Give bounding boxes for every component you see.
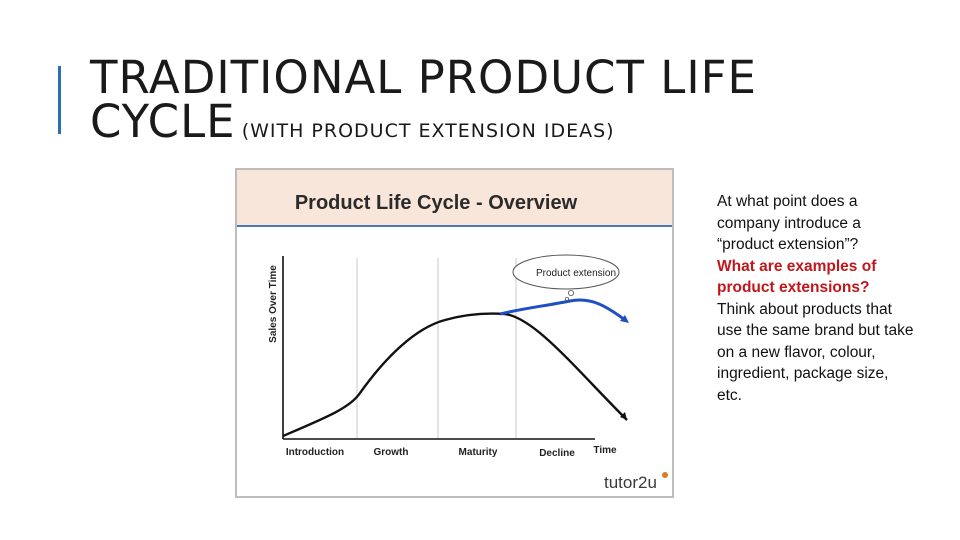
callout-bubble xyxy=(512,254,620,290)
title-line-2: CYCLE xyxy=(90,95,236,148)
product-life-cycle-diagram: Product Life Cycle - Overview Sales Over… xyxy=(235,168,674,498)
callout-dot-2 xyxy=(564,296,569,301)
x-axis-end-label: Time xyxy=(593,445,617,456)
callout-label: Product extension xyxy=(536,268,616,279)
title-subtitle: (WITH PRODUCT EXTENSION IDEAS) xyxy=(241,120,615,142)
y-axis-label: Sales Over Time xyxy=(268,265,279,343)
brand-logo-mark xyxy=(662,472,668,478)
side-text-detail: Think about products that use the same b… xyxy=(717,300,914,404)
side-text-block: At what point does a company introduce a… xyxy=(717,191,917,406)
extension-curve xyxy=(499,298,626,322)
stage-label-growth: Growth xyxy=(374,447,409,458)
curve-arrow-head xyxy=(620,412,627,420)
slide-title: TRADITIONAL PRODUCT LIFE CYCLE (WITH PRO… xyxy=(90,51,950,154)
title-accent-bar xyxy=(58,66,61,134)
brand-logo: tutor2u xyxy=(604,473,657,492)
callout-dot-1 xyxy=(567,290,574,297)
life-cycle-curve xyxy=(282,312,628,438)
diagram-header-title: Product Life Cycle - Overview xyxy=(295,192,578,214)
stage-label-maturity: Maturity xyxy=(459,447,498,458)
side-text-intro: At what point does a company introduce a… xyxy=(717,193,861,253)
title-line-1: TRADITIONAL PRODUCT LIFE xyxy=(90,51,757,104)
stage-label-introduction: Introduction xyxy=(286,447,344,458)
stage-label-decline: Decline xyxy=(539,448,575,459)
diagram-header-band xyxy=(237,170,672,225)
extension-arrow-head xyxy=(620,315,629,323)
side-text-question: What are examples of product extensions? xyxy=(717,257,877,297)
